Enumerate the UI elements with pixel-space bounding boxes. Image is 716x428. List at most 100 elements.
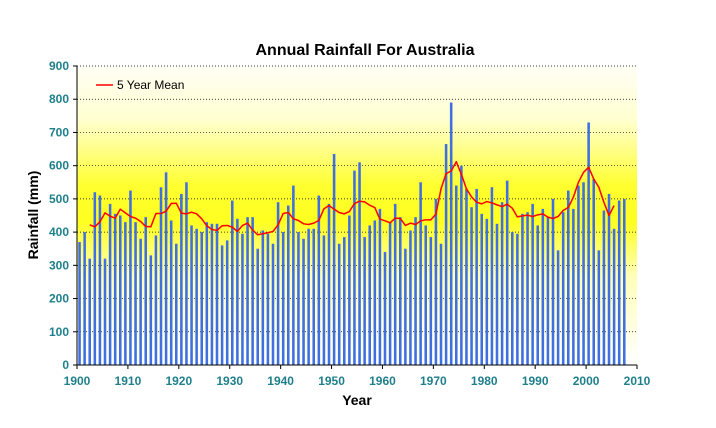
bar-1970 <box>434 198 438 365</box>
x-axis-label: Year <box>342 392 372 408</box>
bar-1920 <box>180 193 183 365</box>
bar-1994 <box>556 250 560 365</box>
bar-1958 <box>373 220 377 365</box>
bar-1990 <box>536 225 539 365</box>
bar-1987 <box>521 213 524 365</box>
y-tick-label: 400 <box>49 225 69 239</box>
bar-1943 <box>297 232 300 365</box>
bar-1956 <box>363 237 366 365</box>
bar-2004 <box>607 193 611 365</box>
y-tick-label: 900 <box>49 59 69 73</box>
bar-1957 <box>368 225 371 365</box>
bar-1938 <box>271 243 275 365</box>
bar-1942 <box>292 185 295 365</box>
bar-1986 <box>516 233 519 365</box>
x-tick-label: 1960 <box>369 374 396 388</box>
bar-1935 <box>256 248 259 365</box>
bar-1919 <box>175 243 178 365</box>
bar-1976 <box>465 188 468 365</box>
x-tick-label: 1900 <box>64 374 91 388</box>
bar-1926 <box>210 223 214 365</box>
bar-1934 <box>251 217 254 365</box>
bar-1965 <box>409 230 412 365</box>
bar-2006 <box>617 200 621 365</box>
bar-1950 <box>332 154 336 365</box>
bar-1933 <box>246 217 249 365</box>
x-tick-label: 1970 <box>420 374 447 388</box>
bar-1988 <box>526 212 529 365</box>
bar-1967 <box>419 182 422 365</box>
legend: 5 Year Mean <box>96 78 184 92</box>
bar-1981 <box>490 187 494 365</box>
axes <box>73 65 638 369</box>
bar-1925 <box>205 222 209 365</box>
bar-1973 <box>449 102 453 365</box>
bar-1947 <box>317 195 321 365</box>
bar-1929 <box>225 240 229 365</box>
bar-1937 <box>266 233 270 365</box>
x-tick-label: 1950 <box>318 374 345 388</box>
bar-1946 <box>312 228 315 365</box>
bar-1989 <box>531 203 534 365</box>
bar-1944 <box>302 238 305 365</box>
bar-1916 <box>159 187 163 365</box>
bar-1992 <box>546 217 550 365</box>
bar-1993 <box>551 198 555 365</box>
bar-1927 <box>215 223 219 365</box>
bar-1997 <box>572 208 575 365</box>
y-tick-label: 500 <box>49 192 69 206</box>
bar-1918 <box>169 220 173 365</box>
y-tick-label: 200 <box>49 292 69 306</box>
bar-1905 <box>103 258 107 365</box>
bar-1940 <box>281 232 285 365</box>
bars-group <box>78 102 626 365</box>
bar-1999 <box>582 182 585 365</box>
bar-1991 <box>541 208 545 365</box>
bar-1984 <box>505 180 509 365</box>
bar-1948 <box>322 235 326 365</box>
x-tick-label: 1920 <box>165 374 192 388</box>
bar-1960 <box>383 252 387 365</box>
y-tick-label: 800 <box>49 92 69 106</box>
bar-1968 <box>424 225 427 365</box>
bar-1928 <box>220 245 224 365</box>
bar-1931 <box>236 218 239 365</box>
bar-1964 <box>404 248 407 365</box>
bar-1966 <box>414 217 417 365</box>
bar-1953 <box>348 215 351 365</box>
bar-1903 <box>93 192 97 365</box>
bar-2003 <box>602 210 606 365</box>
bar-1901 <box>83 232 86 365</box>
mean-line <box>89 160 615 236</box>
bar-1979 <box>480 213 483 365</box>
bar-1951 <box>337 243 341 365</box>
bar-1998 <box>577 185 580 365</box>
x-tick-label: 2000 <box>573 374 600 388</box>
bar-1909 <box>124 222 127 365</box>
x-tick-label: 1980 <box>471 374 498 388</box>
x-tick-label: 1940 <box>267 374 294 388</box>
bar-1908 <box>119 215 122 365</box>
chart-title: Annual Rainfall For Australia <box>256 42 475 59</box>
bar-1914 <box>149 255 153 365</box>
bar-1912 <box>139 238 142 365</box>
bar-1900 <box>78 242 81 365</box>
bar-1917 <box>164 172 168 365</box>
y-tick-label: 300 <box>49 258 69 272</box>
bar-1945 <box>307 228 310 365</box>
x-tick-label: 1910 <box>115 374 142 388</box>
legend-mean-label: 5 Year Mean <box>117 78 184 92</box>
y-tick-label: 600 <box>49 159 69 173</box>
bar-1969 <box>429 237 433 365</box>
bar-1904 <box>98 195 102 365</box>
bar-1936 <box>261 230 265 365</box>
bar-1924 <box>200 232 203 365</box>
bar-1985 <box>511 232 514 365</box>
bar-1922 <box>190 225 193 365</box>
y-axis-label: Rainfall (mm) <box>25 171 41 260</box>
bar-1952 <box>343 237 346 365</box>
bar-1911 <box>134 222 137 365</box>
bar-1955 <box>358 162 361 365</box>
